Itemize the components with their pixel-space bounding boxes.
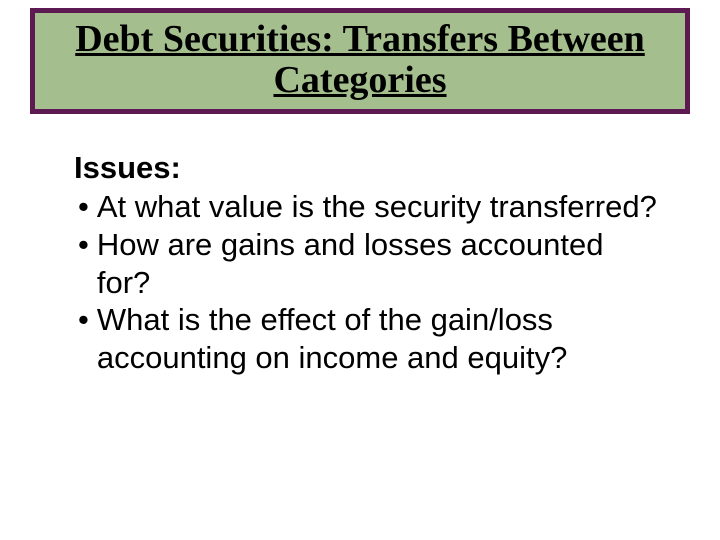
title-box: Debt Securities: Transfers Between Categ…	[30, 8, 690, 114]
list-item: • At what value is the security transfer…	[74, 188, 660, 226]
slide: Debt Securities: Transfers Between Categ…	[0, 0, 720, 540]
title-line-1: Debt Securities: Transfers Between	[75, 18, 645, 60]
bullet-text: What is the effect of the gain/loss acco…	[97, 301, 660, 377]
bullet-icon: •	[74, 301, 97, 339]
bullet-icon: •	[74, 188, 97, 226]
body-content: Issues: • At what value is the security …	[74, 150, 660, 377]
title-line-2: Categories	[273, 59, 446, 101]
bullet-text: At what value is the security transferre…	[97, 188, 660, 226]
bullet-text: How are gains and losses accounted for?	[97, 226, 660, 302]
issues-heading: Issues:	[74, 150, 660, 186]
list-item: • What is the effect of the gain/loss ac…	[74, 301, 660, 377]
bullet-icon: •	[74, 226, 97, 264]
list-item: • How are gains and losses accounted for…	[74, 226, 660, 302]
slide-title: Debt Securities: Transfers Between Categ…	[45, 19, 675, 101]
